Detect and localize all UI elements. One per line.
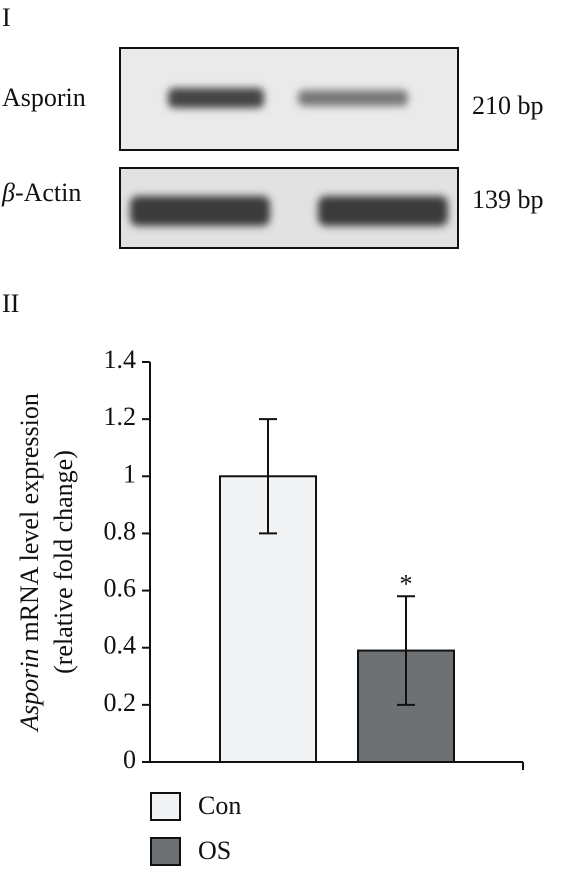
y-axis-label: Asporin mRNA level expression: [15, 393, 44, 733]
y-axis-label: (relative fold change): [49, 450, 78, 674]
y-tick-label: 0: [123, 745, 136, 774]
y-tick-label: 0.2: [104, 688, 137, 717]
panel-label: I: [2, 3, 11, 32]
gel-band: [318, 196, 448, 226]
y-tick-label: 0.4: [104, 631, 137, 660]
legend-label: OS: [198, 836, 231, 865]
y-tick-label: 1.2: [104, 402, 137, 431]
y-tick-label: 0.8: [104, 516, 137, 545]
legend-label: Con: [198, 791, 241, 820]
gel-band: [130, 196, 270, 226]
gel-band: [168, 88, 264, 108]
legend-swatch: [150, 837, 181, 866]
gel-label-text: -Actin: [15, 178, 81, 207]
y-label-italic: Asporin: [15, 649, 44, 733]
gel-label-symbol: β: [1, 178, 15, 207]
gel-size: 139 bp: [472, 185, 544, 214]
y-label-text: mRNA level expression: [15, 393, 44, 641]
y-tick-label: 1: [123, 459, 136, 488]
y-tick-label: 1.4: [104, 345, 137, 374]
panel-label: II: [2, 289, 19, 318]
gel-band: [298, 90, 408, 106]
legend-swatch: [150, 792, 181, 821]
gel-label: β-Actin: [1, 178, 81, 207]
annotation: *: [400, 569, 413, 598]
gel-size: 210 bp: [472, 91, 544, 120]
y-tick-label: 0.6: [104, 574, 137, 603]
gel-label: Asporin: [2, 83, 86, 112]
